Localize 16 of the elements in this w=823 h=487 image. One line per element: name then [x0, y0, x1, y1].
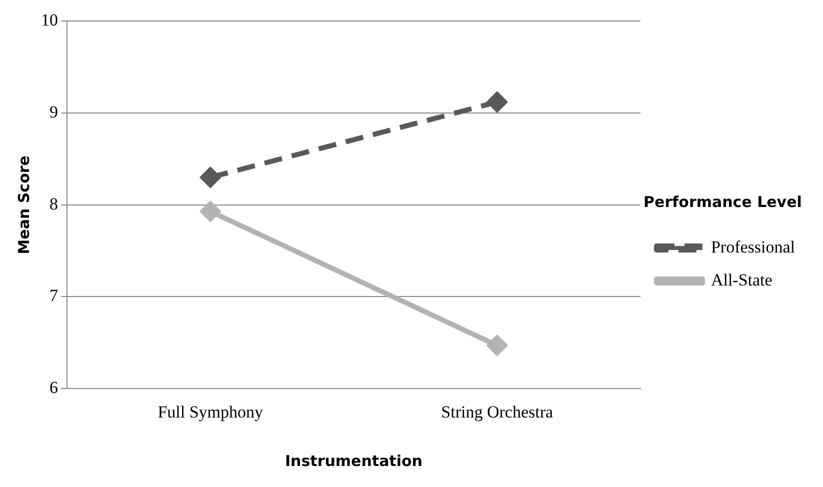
legend-label: Professional — [710, 237, 796, 256]
point — [486, 334, 508, 356]
x-tick-label: Full Symphony — [158, 402, 264, 422]
x-axis-title: Instrumentation — [284, 452, 422, 470]
y-tick-label: 9 — [50, 102, 58, 122]
point — [486, 91, 508, 114]
y-axis-title: Mean Score — [14, 156, 33, 254]
x-tick-label: String Orchestra — [441, 402, 554, 422]
point — [199, 200, 222, 222]
point — [199, 166, 222, 188]
legend-label: All-State — [710, 270, 772, 290]
y-tick-label: 8 — [50, 194, 58, 214]
y-tick-label: 7 — [50, 286, 58, 306]
legend-title: Performance Level — [644, 192, 802, 211]
y-tick-label: 10 — [41, 10, 58, 30]
y-tick-label: 6 — [50, 378, 58, 398]
